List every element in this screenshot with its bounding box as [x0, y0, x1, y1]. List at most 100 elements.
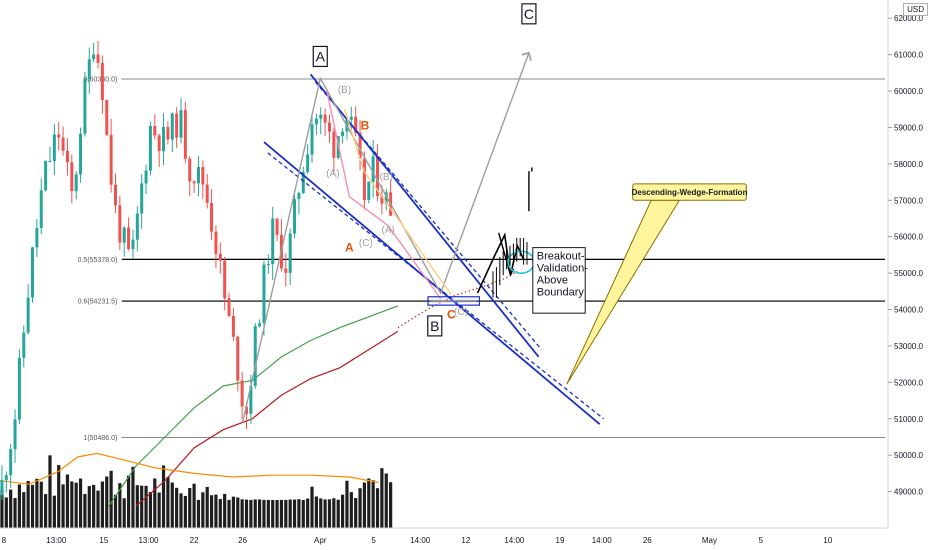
volume-bar — [4, 497, 8, 528]
candle-up — [258, 323, 262, 327]
breakout-note-line: Boundary — [537, 287, 585, 299]
volume-bar — [78, 478, 83, 528]
breakout-note-line: Validation- — [537, 263, 588, 275]
candle-down — [227, 298, 231, 316]
candle-down — [236, 336, 240, 381]
x-tick-label: May — [702, 536, 717, 545]
volume-bar — [126, 475, 131, 528]
volume-bar — [319, 498, 323, 528]
y-tick-label: 54000.0 — [894, 306, 923, 315]
candle-up — [301, 171, 305, 193]
candle-up — [253, 326, 257, 386]
volume-bar — [92, 484, 96, 528]
wave-label-A-frame — [312, 45, 328, 68]
candle-down — [327, 122, 331, 132]
volume-bar — [253, 499, 257, 528]
y-tick-label: 49000.0 — [894, 488, 923, 497]
volume-bar — [148, 492, 153, 528]
volume-bar — [161, 465, 166, 528]
x-tick-label: 13:00 — [138, 536, 159, 545]
volume-bar — [74, 482, 78, 528]
moving-average-layer — [0, 270, 518, 507]
fib-level-label: 0.6(54231.5) — [78, 299, 118, 306]
volume-bar — [70, 481, 74, 528]
volume-bar — [345, 480, 349, 528]
volume-bar — [349, 492, 353, 528]
volume-bar — [83, 493, 87, 528]
retest-zone-box — [427, 296, 481, 306]
candle-up — [0, 480, 4, 496]
sub-wave-B-top: (B) — [338, 85, 351, 96]
candle-down — [70, 162, 74, 192]
volume-bar — [30, 484, 35, 528]
candle-up — [288, 233, 292, 273]
retest-zone-fill — [430, 298, 477, 304]
sub-wave-A-low: (A) — [382, 225, 395, 236]
candle-down — [109, 134, 113, 185]
volume-bar — [275, 499, 279, 528]
wave-label-B-frame — [427, 315, 443, 337]
candle-down — [201, 167, 205, 185]
volume-bar — [332, 498, 336, 528]
volume-bar — [310, 486, 314, 528]
candle-up — [87, 59, 91, 79]
volume-bar — [192, 483, 196, 528]
y-tick-label: 51000.0 — [894, 415, 923, 424]
candle-up — [22, 332, 26, 358]
wave-label-B: B — [430, 318, 439, 334]
sub-wave-C-bottom: (C) — [454, 307, 468, 318]
volume-bar — [96, 490, 100, 528]
candle-up — [384, 192, 388, 204]
minor-wave-C: C — [447, 308, 456, 322]
volume-bar — [153, 478, 157, 528]
candle-up — [83, 78, 87, 134]
moving-average-line — [135, 330, 399, 507]
candle-down — [166, 127, 170, 140]
candle-down — [376, 156, 380, 196]
volume-bar — [22, 492, 26, 528]
candle-up — [148, 126, 152, 171]
y-tick-label: 56000.0 — [894, 233, 923, 242]
y-tick-label: 61000.0 — [894, 51, 923, 60]
candle-up — [52, 134, 56, 161]
candle-up — [367, 181, 371, 201]
wave-label-C: C — [524, 6, 534, 22]
x-tick-label: Apr — [314, 536, 327, 545]
volume-bar — [371, 480, 375, 528]
candle-down — [61, 137, 65, 151]
candle-down — [153, 126, 157, 136]
x-tick-label: 26 — [238, 536, 247, 545]
volume-bar — [258, 499, 262, 528]
volume-bar — [157, 492, 161, 528]
volume-bar — [231, 496, 236, 528]
wedge-lower-line — [263, 141, 601, 425]
volume-bar — [323, 499, 327, 528]
candle-up — [122, 227, 126, 243]
volume-bar — [340, 494, 345, 528]
candle-up — [26, 297, 30, 333]
candle-down — [218, 253, 222, 261]
currency-badge[interactable]: USD — [903, 3, 928, 16]
candle-up — [310, 124, 314, 155]
candle-up — [144, 170, 148, 184]
volume-bar — [240, 499, 244, 528]
fib-level-label: 0(60330.0) — [83, 77, 117, 84]
y-tick-label: 57000.0 — [894, 196, 923, 205]
x-axis: 8 13:00 15 13:00 22 26 Apr 5 14:00 12 14:00 19 14:00… — [0, 527, 888, 545]
arrow-head-icon — [521, 51, 532, 61]
sub-wave-A-left: (A) — [326, 169, 339, 180]
volume-bar — [266, 499, 270, 528]
candle-up — [31, 247, 35, 298]
candle-up — [196, 167, 200, 184]
candle-down — [96, 54, 100, 63]
x-tick-label: 19 — [556, 536, 565, 545]
volume-layer — [0, 455, 393, 528]
candle-up — [349, 116, 353, 120]
sub-wave-C-low: (C) — [359, 238, 373, 249]
x-tick-label: 22 — [190, 536, 199, 545]
y-tick-label: 55000.0 — [894, 269, 923, 278]
candle-down — [100, 62, 104, 101]
candle-down — [245, 406, 249, 414]
